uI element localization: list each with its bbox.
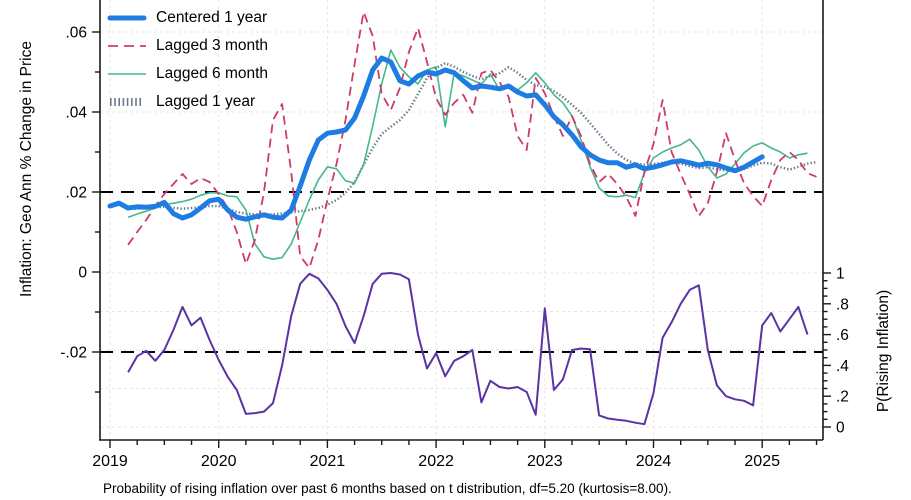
lagged-1-year-line-key-icon bbox=[110, 98, 142, 106]
legend-item-lagged-3-month: Lagged 3 month bbox=[106, 32, 268, 60]
centered-1-year-line-key-icon bbox=[107, 15, 147, 21]
chart-caption: Probability of rising inflation over pas… bbox=[103, 481, 672, 496]
tick-label: .04 bbox=[65, 105, 87, 122]
tick-label: 2025 bbox=[744, 453, 780, 470]
tick-label: .4 bbox=[836, 358, 849, 375]
legend-label: Lagged 6 month bbox=[156, 65, 269, 82]
tick-label: 0 bbox=[78, 265, 87, 282]
tick-label: .2 bbox=[836, 389, 849, 406]
legend-label: Lagged 1 year bbox=[156, 93, 256, 110]
right-axis-title: P(Rising Inflation) bbox=[875, 289, 892, 413]
tick-label: 2022 bbox=[418, 453, 454, 470]
tick-label: 2021 bbox=[310, 453, 346, 470]
left-axis-title: Inflation: Geo Ann % Change in Price bbox=[18, 41, 35, 297]
lagged-3-month-line-key-icon bbox=[108, 45, 146, 47]
series-lagged-6-month bbox=[127, 49, 808, 261]
legend-label: Centered 1 year bbox=[156, 9, 268, 26]
tick-label: 2020 bbox=[201, 453, 237, 470]
series-p-rising-inflation- bbox=[127, 272, 809, 426]
tick-label: 2023 bbox=[527, 453, 563, 470]
series-lagged-1-year bbox=[127, 61, 817, 217]
tick-label: 1 bbox=[836, 266, 845, 283]
tick-label: 2024 bbox=[636, 453, 672, 470]
tick-label: .6 bbox=[836, 327, 849, 344]
legend-item-lagged-1-year: Lagged 1 year bbox=[106, 88, 268, 116]
legend: Centered 1 year Lagged 3 month Lagged 6 … bbox=[106, 4, 268, 116]
legend-item-lagged-6-month: Lagged 6 month bbox=[106, 60, 268, 88]
tick-label: 2019 bbox=[92, 453, 128, 470]
tick-label: -.02 bbox=[60, 345, 87, 362]
legend-label: Lagged 3 month bbox=[156, 37, 269, 54]
tick-label: .8 bbox=[836, 296, 849, 313]
tick-label: .02 bbox=[65, 185, 87, 202]
tick-label: 0 bbox=[836, 420, 845, 437]
tick-label: .06 bbox=[65, 25, 87, 42]
lagged-6-month-line-key-icon bbox=[108, 73, 146, 75]
series-lagged-3-month bbox=[127, 11, 817, 269]
legend-item-centered-1-year: Centered 1 year bbox=[106, 4, 268, 32]
series-centered-1-year bbox=[107, 55, 765, 222]
